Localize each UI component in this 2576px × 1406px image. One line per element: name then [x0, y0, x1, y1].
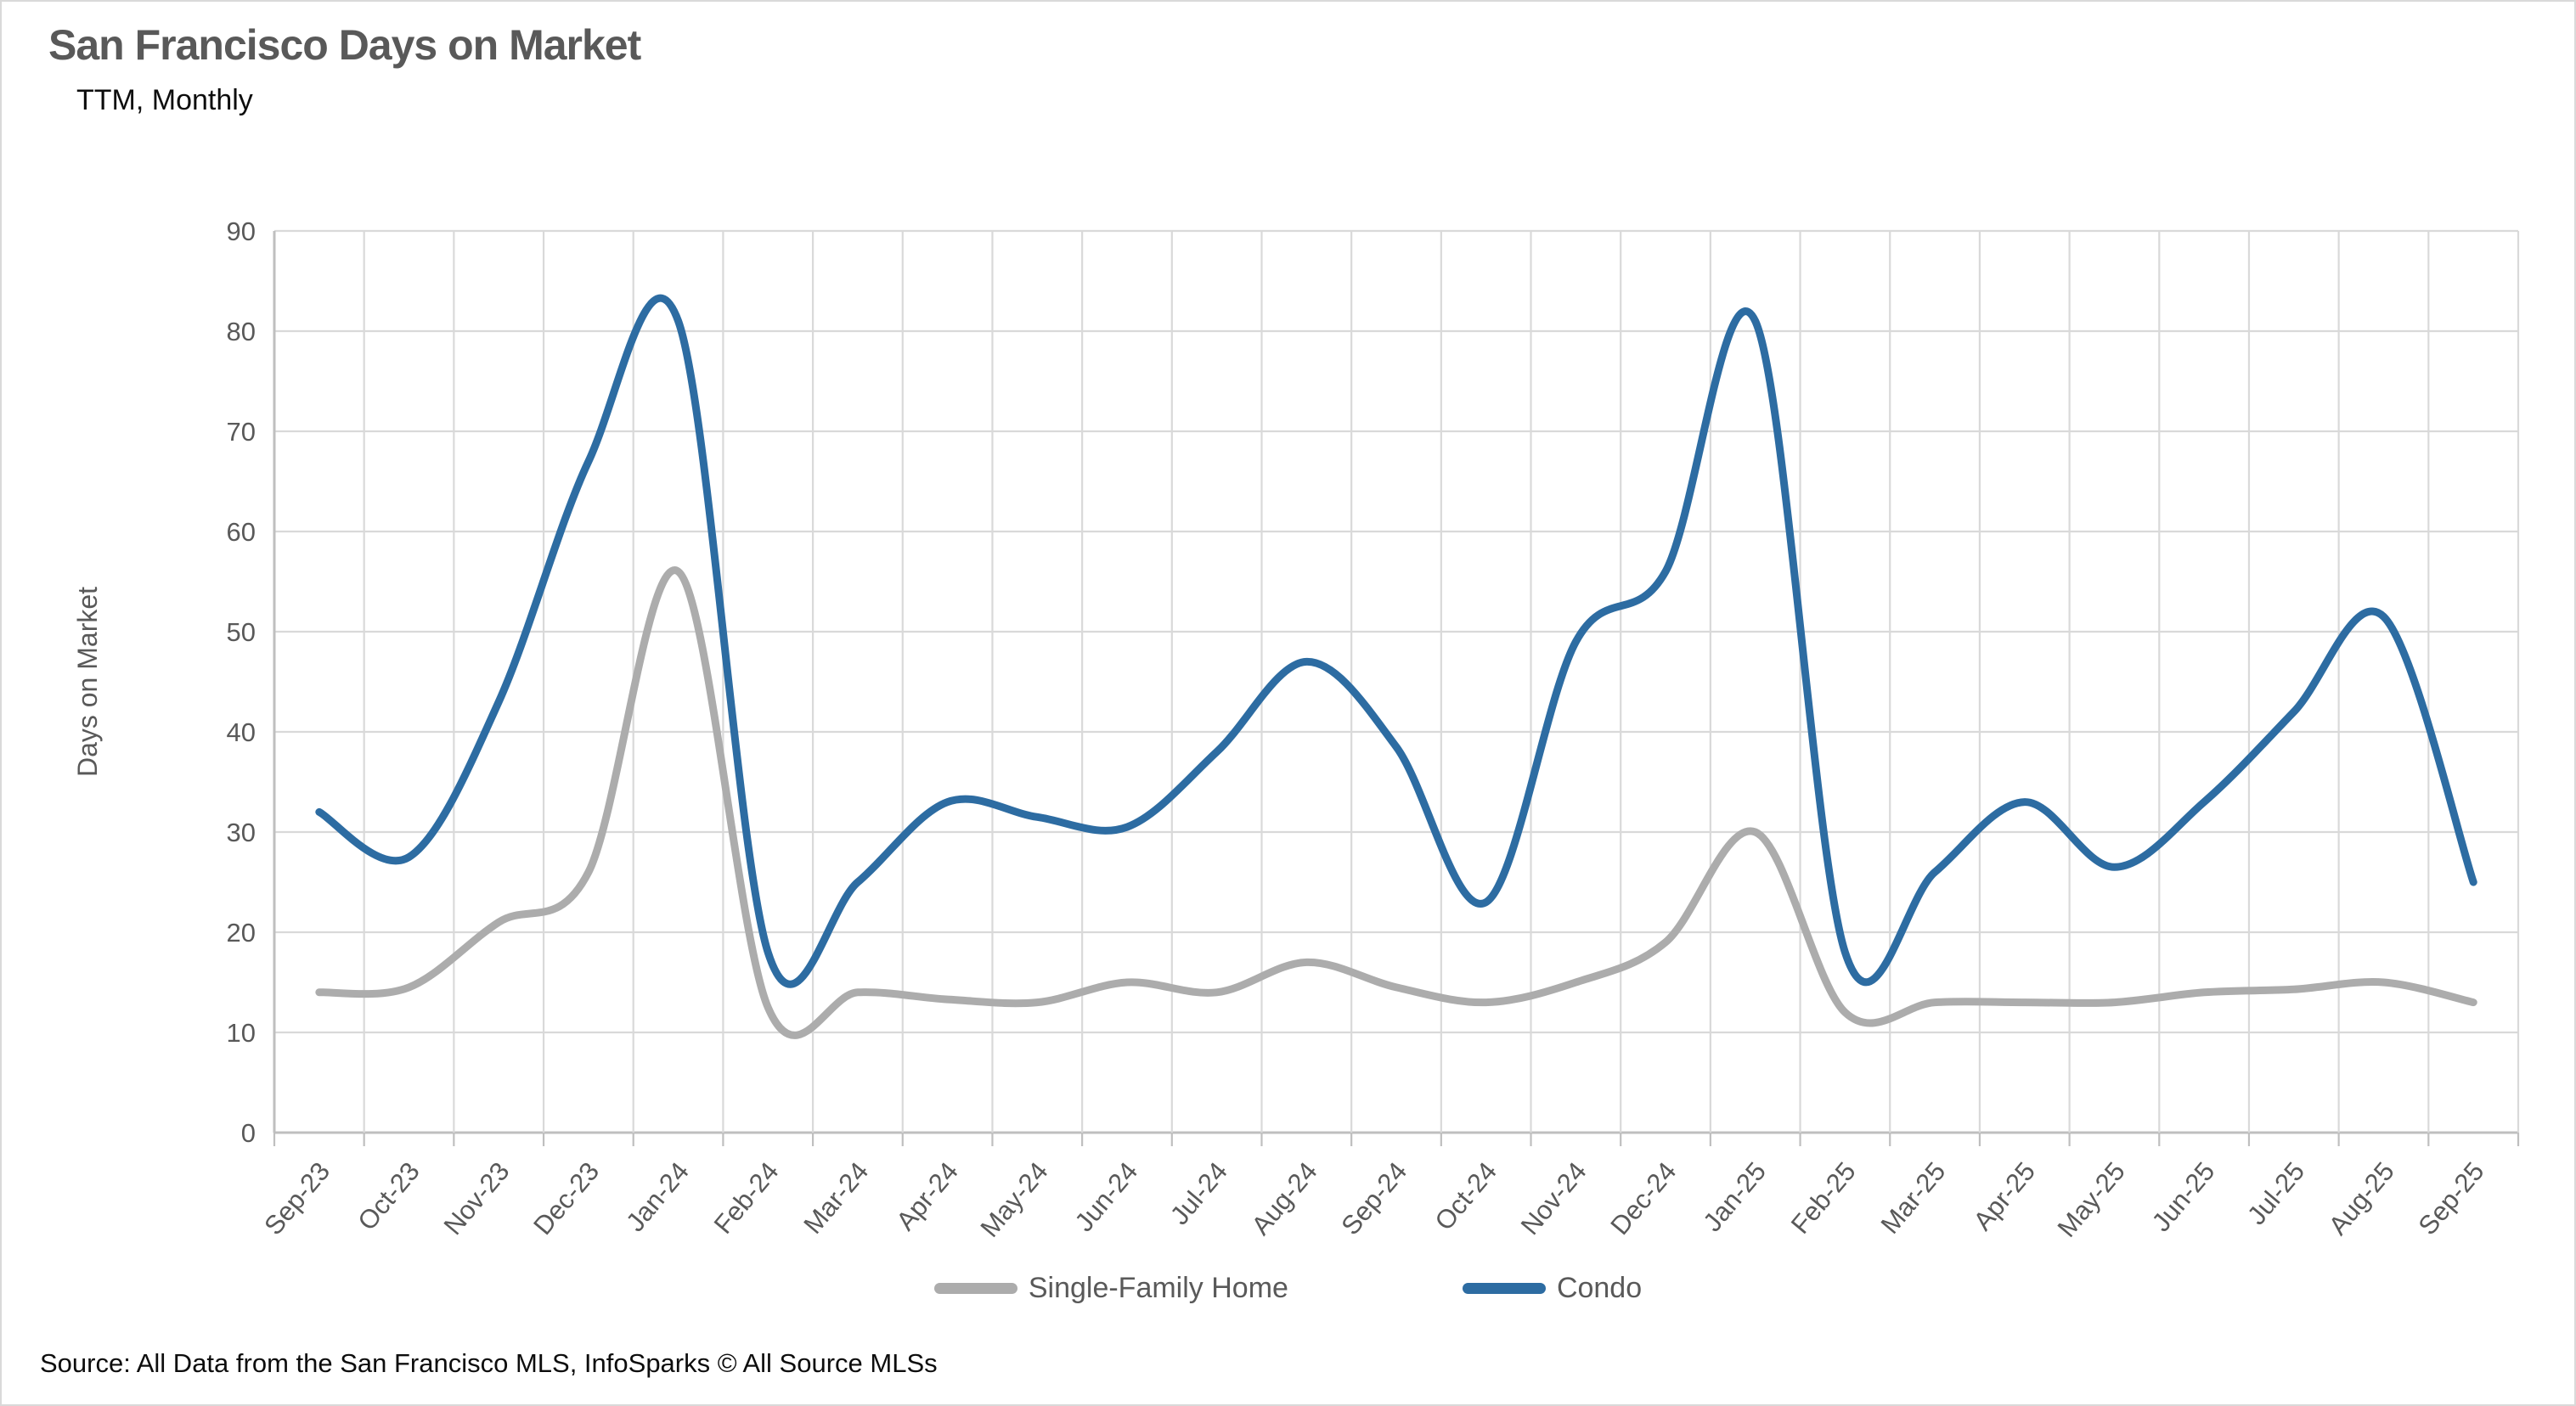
- svg-text:Sep-23: Sep-23: [258, 1156, 335, 1240]
- svg-text:0: 0: [241, 1118, 256, 1148]
- chart-legend: Single-Family Home Condo: [2, 1272, 2574, 1305]
- chart-subtitle: TTM, Monthly: [76, 84, 253, 116]
- svg-text:Sep-25: Sep-25: [2412, 1156, 2489, 1240]
- svg-text:50: 50: [227, 617, 256, 647]
- condo-line-swatch-icon: [1462, 1283, 1546, 1294]
- svg-text:Dec-24: Dec-24: [1604, 1156, 1682, 1240]
- legend-label-condo: Condo: [1556, 1272, 1643, 1304]
- svg-text:Jan-25: Jan-25: [1697, 1156, 1772, 1237]
- svg-text:Sep-24: Sep-24: [1335, 1156, 1412, 1240]
- svg-text:Jan-24: Jan-24: [620, 1156, 695, 1237]
- svg-text:Apr-24: Apr-24: [890, 1156, 964, 1236]
- svg-text:Aug-25: Aug-25: [2323, 1156, 2400, 1240]
- svg-text:20: 20: [227, 918, 256, 948]
- source-attribution: Source: All Data from the San Francisco …: [40, 1348, 938, 1378]
- page-title: San Francisco Days on Market: [48, 21, 641, 69]
- svg-text:70: 70: [227, 417, 256, 447]
- svg-text:Dec-23: Dec-23: [527, 1156, 605, 1240]
- svg-text:Jul-25: Jul-25: [2241, 1156, 2310, 1230]
- svg-text:Mar-25: Mar-25: [1875, 1156, 1952, 1240]
- svg-text:May-24: May-24: [974, 1156, 1053, 1243]
- svg-text:Jul-24: Jul-24: [1164, 1156, 1233, 1230]
- legend-item-single-family-home: Single-Family Home: [933, 1272, 1288, 1305]
- svg-text:Days on Market: Days on Market: [72, 587, 103, 777]
- svg-text:Apr-25: Apr-25: [1968, 1156, 2042, 1236]
- svg-text:10: 10: [227, 1018, 256, 1048]
- svg-text:Feb-24: Feb-24: [708, 1156, 785, 1240]
- svg-text:Oct-24: Oct-24: [1429, 1156, 1502, 1236]
- svg-text:Nov-24: Nov-24: [1515, 1156, 1592, 1240]
- legend-item-condo: Condo: [1462, 1272, 1643, 1305]
- svg-text:Oct-23: Oct-23: [352, 1156, 426, 1236]
- svg-text:30: 30: [227, 818, 256, 847]
- legend-label-single-family-home: Single-Family Home: [1028, 1272, 1288, 1304]
- svg-text:90: 90: [227, 217, 256, 246]
- svg-text:Mar-24: Mar-24: [798, 1156, 874, 1240]
- svg-text:60: 60: [227, 517, 256, 547]
- svg-text:Jun-25: Jun-25: [2146, 1156, 2221, 1237]
- svg-text:Jun-24: Jun-24: [1069, 1156, 1144, 1237]
- svg-text:40: 40: [227, 717, 256, 747]
- svg-text:Aug-24: Aug-24: [1246, 1156, 1323, 1240]
- single-family-home-line-swatch-icon: [933, 1283, 1017, 1294]
- svg-text:May-25: May-25: [2052, 1156, 2131, 1243]
- svg-text:Nov-23: Nov-23: [438, 1156, 516, 1240]
- svg-text:Feb-25: Feb-25: [1785, 1156, 1862, 1240]
- svg-text:80: 80: [227, 317, 256, 346]
